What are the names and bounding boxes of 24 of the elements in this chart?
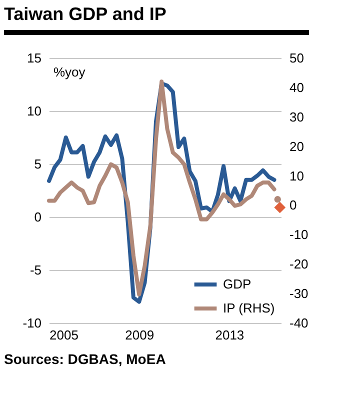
- y-tick-label: -5: [30, 262, 42, 278]
- y2-tick-label: -10: [290, 227, 308, 242]
- y2-tick-label: 20: [290, 138, 304, 154]
- source-note: Sources: DGBAS, MoEA: [4, 350, 167, 369]
- x-tick-label: 2013: [215, 328, 244, 342]
- y2-tick-label: 40: [290, 80, 304, 95]
- x-tick-label: 2009: [125, 328, 154, 342]
- y-tick-label: 15: [27, 50, 42, 66]
- y2-tick-label: 0: [290, 198, 297, 213]
- y-tick-label: 5: [34, 156, 42, 172]
- y2-tick-label: 30: [290, 109, 304, 124]
- y-tick-label: 10: [27, 104, 42, 118]
- legend-label: IP (RHS): [223, 300, 275, 316]
- y-axis-title: %yoy: [54, 64, 86, 80]
- y-tick-label: -10: [22, 316, 42, 330]
- y2-tick-label: -40: [290, 316, 308, 330]
- chart-title: Taiwan GDP and IP: [4, 4, 166, 25]
- y-tick-label: 0: [34, 210, 42, 224]
- y2-tick-label: -20: [290, 256, 308, 272]
- y2-tick-label: -30: [290, 286, 308, 302]
- y2-tick-label: 10: [290, 168, 304, 184]
- legend-label: GDP: [223, 276, 252, 292]
- y2-tick-label: 50: [290, 50, 304, 66]
- x-tick-label: 2005: [50, 328, 78, 342]
